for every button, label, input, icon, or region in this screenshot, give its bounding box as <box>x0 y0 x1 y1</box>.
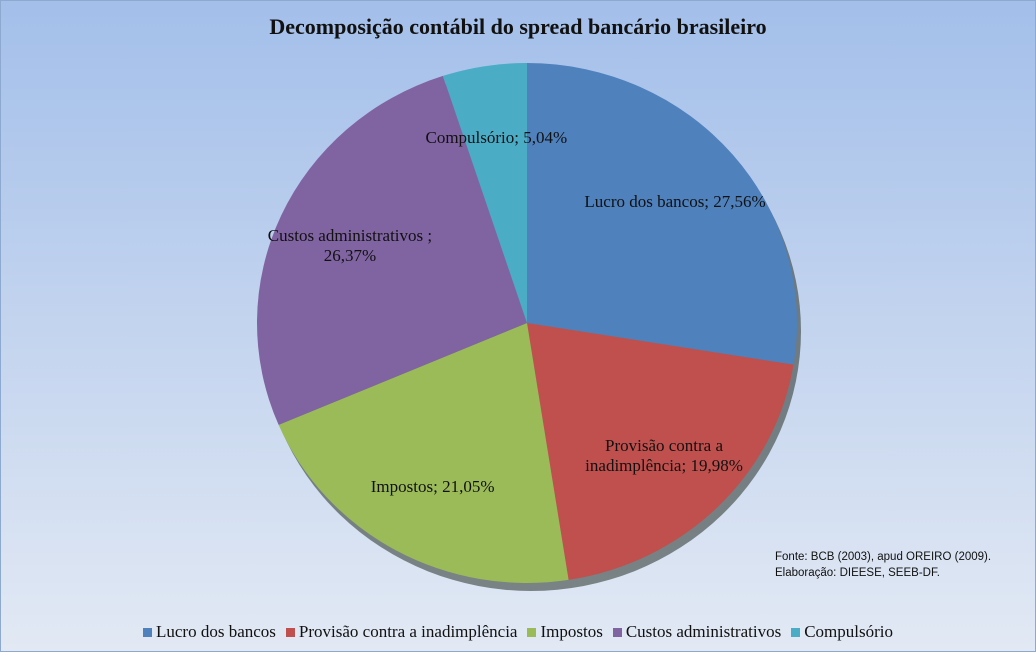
legend-label: Provisão contra a inadimplência <box>298 622 518 641</box>
legend-label: Lucro dos bancos <box>155 622 276 641</box>
data-label: Impostos; 21,05% <box>370 476 495 496</box>
legend-swatch <box>612 627 622 637</box>
data-label: Custos administrativos ; 26,37% <box>267 225 433 265</box>
legend-item: Lucro dos bancos <box>142 622 276 642</box>
legend-item: Compulsório <box>791 622 893 642</box>
data-label: Lucro dos bancos; 27,56% <box>584 191 766 211</box>
legend-swatch <box>791 627 801 637</box>
legend-item: Custos administrativos <box>612 622 782 642</box>
legend-item: Impostos <box>527 622 603 642</box>
legend-label: Compulsório <box>804 622 893 641</box>
pie-slice <box>278 323 569 583</box>
pie-slice <box>527 63 797 365</box>
source-note: Fonte: BCB (2003), apud OREIRO (2009). E… <box>775 551 992 579</box>
legend-item: Provisão contra a inadimplência <box>285 622 518 642</box>
legend-swatch <box>285 627 295 637</box>
data-label: Provisão contra a inadimplência; 19,98% <box>585 435 743 475</box>
pie-slice <box>527 323 794 580</box>
legend-label: Impostos <box>540 622 603 641</box>
pie-slice <box>257 75 527 425</box>
legend-label: Custos administrativos <box>625 622 782 641</box>
legend-swatch <box>142 627 152 637</box>
legend: Lucro dos bancos Provisão contra a inadim… <box>0 622 1036 642</box>
chart-title: Decomposição contábil do spread bancário… <box>269 14 767 39</box>
legend-swatch <box>527 627 537 637</box>
data-label: Compulsório; 5,04% <box>425 128 568 148</box>
pie-slice <box>442 63 527 323</box>
